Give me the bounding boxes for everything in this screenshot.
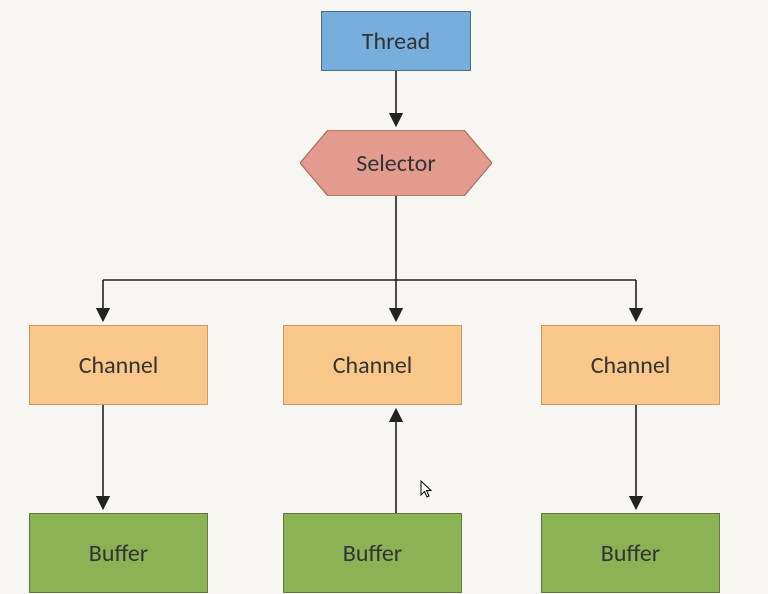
node-channel-1: Channel [29,325,208,405]
node-buffer-3: Buffer [541,513,720,593]
node-channel-1-label: Channel [79,351,159,380]
node-buffer-1-label: Buffer [89,539,148,568]
node-buffer-3-label: Buffer [601,539,660,568]
node-selector: Selector [300,130,492,196]
node-buffer-2: Buffer [283,513,462,593]
cursor-icon [420,480,434,498]
node-channel-2-label: Channel [333,351,413,380]
edges-layer [0,0,768,594]
node-thread: Thread [321,11,471,71]
node-selector-label: Selector [356,149,435,178]
node-channel-2: Channel [283,325,462,405]
node-channel-3-label: Channel [591,351,671,380]
node-buffer-1: Buffer [29,513,208,593]
node-thread-label: Thread [362,27,430,56]
node-channel-3: Channel [541,325,720,405]
node-buffer-2-label: Buffer [343,539,402,568]
